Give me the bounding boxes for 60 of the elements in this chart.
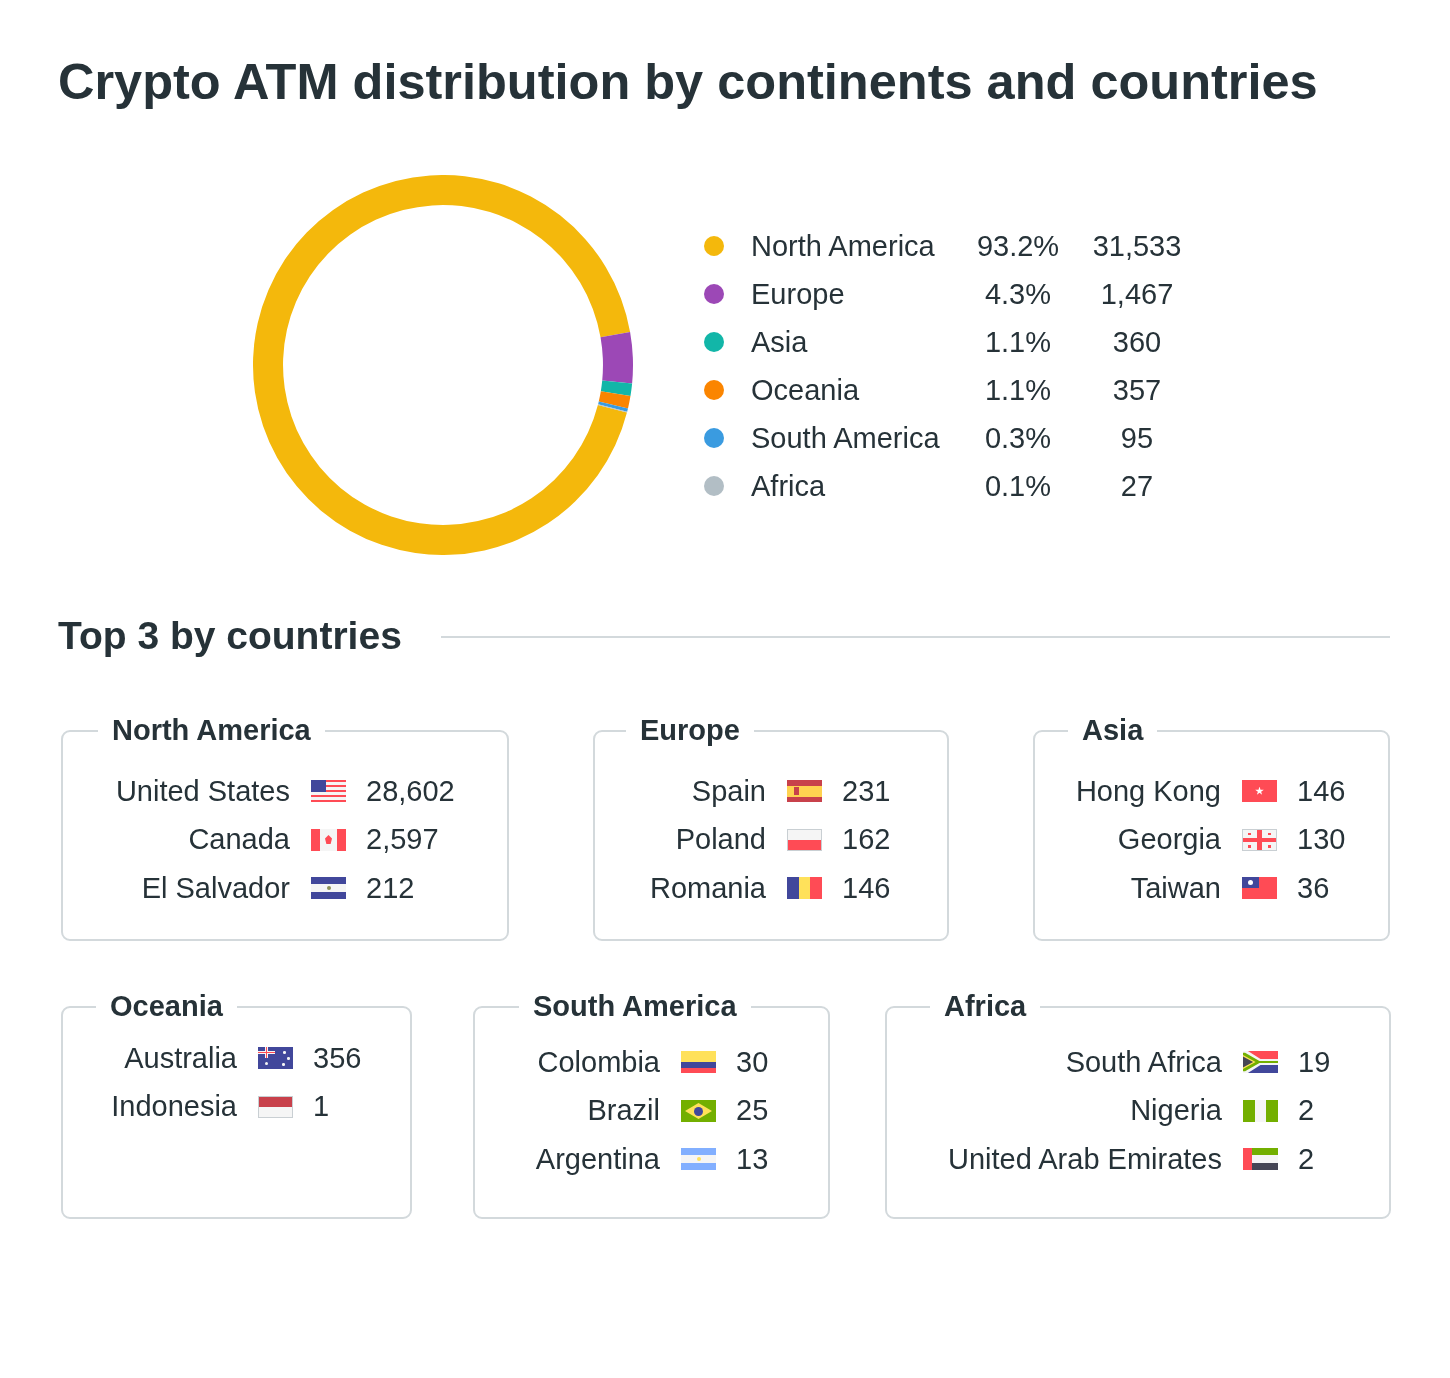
data-label: 27 [1119, 469, 1155, 504]
text: 36 [1297, 871, 1330, 904]
category-label: Colombia [536, 1045, 660, 1078]
category-label: United States [114, 774, 290, 807]
legend-label: Africa [751, 469, 826, 504]
legend-label: Europe [751, 277, 845, 312]
text: 162 [842, 823, 891, 855]
text: 2 [1298, 1094, 1315, 1126]
category-label: Indonesia [110, 1090, 237, 1122]
category-label: South Africa [1064, 1045, 1222, 1078]
text: Top 3 by countries [58, 614, 402, 657]
text: Africa [930, 990, 1041, 1022]
text: 2,597 [366, 823, 439, 855]
text: 25 [736, 1094, 769, 1126]
text: 212 [366, 871, 415, 904]
text: 1 [313, 1090, 330, 1122]
text: South America [519, 990, 751, 1022]
category-label: Nigeria [1129, 1094, 1222, 1126]
text: 93.2% [975, 229, 1061, 264]
text: 19 [1298, 1045, 1331, 1078]
category-label: Brazil [586, 1094, 660, 1126]
chart-title: Crypto ATM distribution by continents and countries [58, 53, 1318, 110]
text: Asia [1068, 714, 1158, 746]
text: 146 [842, 871, 891, 904]
text: 146 [1297, 774, 1346, 807]
legend-label: South America [751, 421, 940, 456]
data-label: 1,467 [1099, 277, 1175, 312]
text: 0.1% [983, 469, 1053, 504]
category-label: Romania [648, 871, 766, 904]
text: 13 [736, 1142, 769, 1175]
category-label: Poland [674, 823, 766, 855]
category-label: Georgia [1116, 823, 1221, 855]
category-label: Australia [123, 1041, 237, 1074]
legend-label: Oceania [751, 373, 860, 408]
text: 1.1% [983, 373, 1053, 408]
data-label: 31,533 [1091, 229, 1183, 264]
text: 130 [1297, 823, 1346, 855]
category-label: Spain [690, 774, 766, 807]
text: 0.3% [983, 421, 1053, 456]
text: 4.3% [983, 277, 1053, 312]
category-label: United Arab Emirates [947, 1142, 1222, 1175]
text: North America [98, 714, 325, 746]
legend-label: North America [751, 229, 935, 264]
category-label: Canada [187, 823, 290, 855]
text: Europe [626, 714, 754, 746]
text: 2 [1298, 1142, 1315, 1175]
category-label: Hong Kong [1074, 774, 1221, 807]
data-label: 360 [1111, 325, 1163, 360]
category-label: Argentina [534, 1142, 660, 1175]
text: 356 [313, 1041, 362, 1074]
category-label: Taiwan [1129, 871, 1221, 904]
category-label: El Salvador [140, 871, 290, 904]
text: 1.1% [983, 325, 1053, 360]
text: 30 [736, 1045, 769, 1078]
text: 28,602 [366, 774, 455, 807]
text: Oceania [96, 990, 237, 1022]
text: 231 [842, 774, 891, 807]
data-label: 95 [1119, 421, 1155, 456]
data-label: 357 [1111, 373, 1163, 408]
legend-label: Asia [751, 325, 808, 360]
